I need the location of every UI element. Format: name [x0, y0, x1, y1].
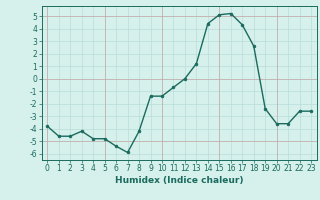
X-axis label: Humidex (Indice chaleur): Humidex (Indice chaleur): [115, 176, 244, 185]
